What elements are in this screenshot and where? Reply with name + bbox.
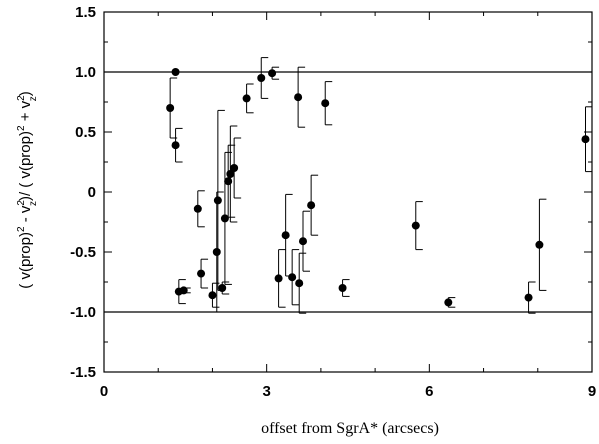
y-tick-label: -0.5 [70, 244, 96, 261]
x-tick-label: 0 [100, 383, 108, 400]
data-point [321, 99, 330, 108]
y-axis-title-part: 2 [16, 125, 27, 131]
y-tick-label: -1.5 [70, 364, 96, 381]
data-point [338, 284, 347, 292]
y-axis-title-part: z [28, 96, 39, 101]
data-point [257, 74, 266, 82]
y-tick-label: 1.5 [75, 4, 96, 21]
x-axis-title: offset from SgrA* (arcsecs) [261, 420, 439, 437]
data-points [166, 68, 590, 307]
y-axis-title-part: 2 [16, 226, 27, 232]
data-point [212, 248, 221, 256]
y-axis-title-part: ) [17, 91, 34, 96]
y-axis-title-part: - v [17, 205, 34, 226]
error-bars [169, 57, 593, 314]
data-point [288, 273, 297, 282]
y-axis-title-part: ( v(prop) [17, 232, 34, 289]
data-point [242, 94, 251, 103]
data-point [535, 240, 544, 249]
plot-frame [103, 11, 593, 373]
y-axis-title-part: 2 [16, 95, 27, 101]
data-point [179, 286, 188, 295]
y-tick-label: 0 [88, 184, 96, 201]
data-point [281, 231, 290, 240]
data-point [171, 141, 180, 150]
y-axis-title-part: 2 [16, 200, 27, 206]
y-tick-label: 0.5 [75, 124, 96, 141]
data-point [524, 293, 533, 302]
data-point [268, 69, 277, 78]
data-point [171, 68, 180, 76]
data-point [224, 177, 233, 186]
data-point [581, 135, 590, 144]
data-point [197, 269, 206, 278]
y-tick-label: -1.0 [70, 304, 96, 321]
data-point [226, 170, 235, 178]
y-axis-title: ( v(prop)2 - v2z)/ ( v(prop)2 + v2z) [16, 91, 39, 288]
plot-border [103, 11, 593, 373]
data-point [230, 164, 239, 172]
data-point [411, 221, 420, 230]
data-point [213, 196, 222, 205]
data-point [274, 274, 283, 283]
data-point [307, 201, 316, 210]
x-tick-label: 6 [425, 383, 433, 400]
axis-ticks: -1.5 -1.0 -0.5 0 0.5 1.0 1.5 0 3 6 9 [70, 4, 596, 400]
data-point [295, 279, 304, 288]
reference-lines [104, 71, 592, 313]
y-tick-label: 1.0 [75, 64, 96, 81]
y-axis-title-part: + v [17, 100, 34, 125]
data-point [218, 284, 227, 292]
data-point [208, 291, 217, 300]
data-point [294, 93, 303, 102]
x-tick-label: 3 [262, 383, 270, 400]
y-axis-title-part: )/ ( v(prop) [17, 131, 34, 201]
data-point [193, 204, 202, 213]
data-point [166, 104, 175, 112]
x-tick-label: 9 [588, 383, 596, 400]
data-point [220, 214, 229, 223]
y-axis-title-part: z [28, 201, 39, 206]
data-point [444, 298, 453, 307]
data-point [298, 237, 307, 246]
